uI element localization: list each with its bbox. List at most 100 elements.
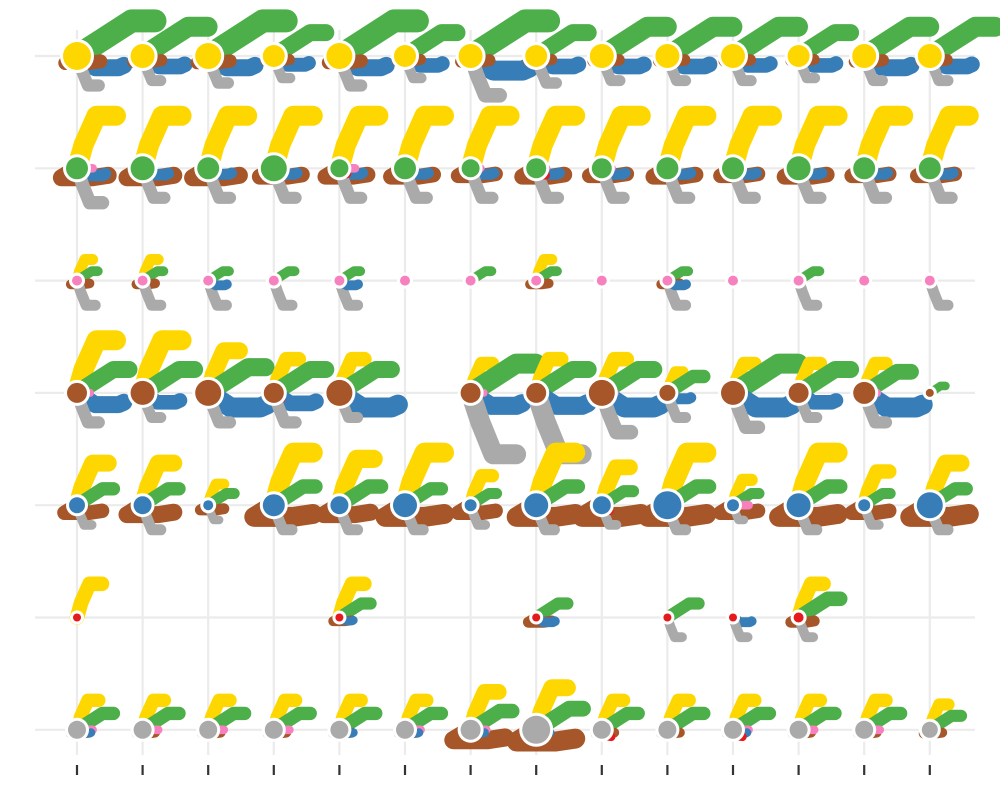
glyph [586,16,677,87]
blue-point [393,493,417,518]
brown-point [925,388,934,397]
grey-point [789,720,808,739]
glyph [726,610,757,643]
glyph [852,693,908,742]
pink-point [531,275,542,286]
glyph-layer [52,9,1000,752]
yellow-spoke [329,105,389,179]
yellow-point [458,44,483,68]
pink-point [662,275,673,286]
green-point [656,157,679,180]
yellow-point [721,44,745,68]
red-point [729,613,737,622]
glyph [450,105,520,204]
green-point [526,158,547,179]
brown-point [721,380,745,405]
brown-point [326,379,353,406]
glyph [393,693,449,742]
glyph [184,105,258,204]
glyph [118,105,192,204]
yellow-point [852,44,877,68]
glyph [637,442,717,536]
pink-point [924,275,935,286]
glyph [713,105,782,204]
grid-layer [35,30,975,755]
glyph [718,16,808,87]
glyph [914,16,1000,87]
glyph [910,105,979,204]
green-spoke [460,353,546,403]
x-axis-ticks [75,765,931,775]
glyph [244,442,323,536]
green-point [722,157,744,180]
green-point [853,157,876,180]
glyph [572,459,651,530]
glyph [323,351,408,423]
glyph [660,597,705,643]
glyph [462,266,497,289]
pink-point [203,275,214,286]
yellow-spoke [69,576,110,625]
blue-point [727,499,739,512]
blue-point [858,499,871,512]
brown-point [130,380,155,405]
glyph [713,473,766,525]
green-point [66,157,88,180]
pink-point [859,275,870,286]
glyph [656,366,711,423]
glyph [848,16,940,87]
grey-point [68,720,86,739]
glyph [127,330,204,423]
blue-point [653,491,682,520]
yellow-point [130,44,155,68]
red-point [663,613,672,622]
grey-point [855,720,874,739]
glyph [265,266,300,311]
glyph [131,254,169,311]
glyph [785,356,860,423]
pink-point [400,275,410,286]
pink-point [137,275,148,286]
glyph [514,105,586,204]
glyph [844,105,914,204]
grey-point [658,720,677,739]
glyph [58,9,167,92]
glyph [506,442,586,536]
green-point [786,156,811,181]
green-spoke [459,9,561,68]
glyph [900,454,979,536]
glyph [656,266,694,311]
glyph [259,24,335,84]
glyph [315,449,389,536]
green-point [461,159,480,178]
brown-point [195,379,222,406]
blue-point [203,500,214,511]
glyph [786,693,842,742]
red-point [73,613,81,622]
grey-point [460,719,481,740]
blue-point [69,497,85,514]
glyph [525,254,562,290]
glyph [383,105,454,204]
glyph [130,693,186,742]
yellow-point [917,44,942,68]
glyph [652,16,743,87]
blue-point [464,499,477,512]
green-point [394,157,416,180]
blue-point [524,493,549,518]
blue-point [916,492,943,519]
grey-point [264,720,283,739]
glyph [776,105,848,204]
glyph [192,342,277,429]
glyph [655,693,711,742]
glyph [375,442,454,536]
glyph [522,24,597,89]
brown-point [526,382,547,403]
glyph [52,105,126,210]
glyph [317,105,389,204]
glyph [200,266,234,311]
pink-point [268,275,279,286]
green-point [918,157,941,180]
